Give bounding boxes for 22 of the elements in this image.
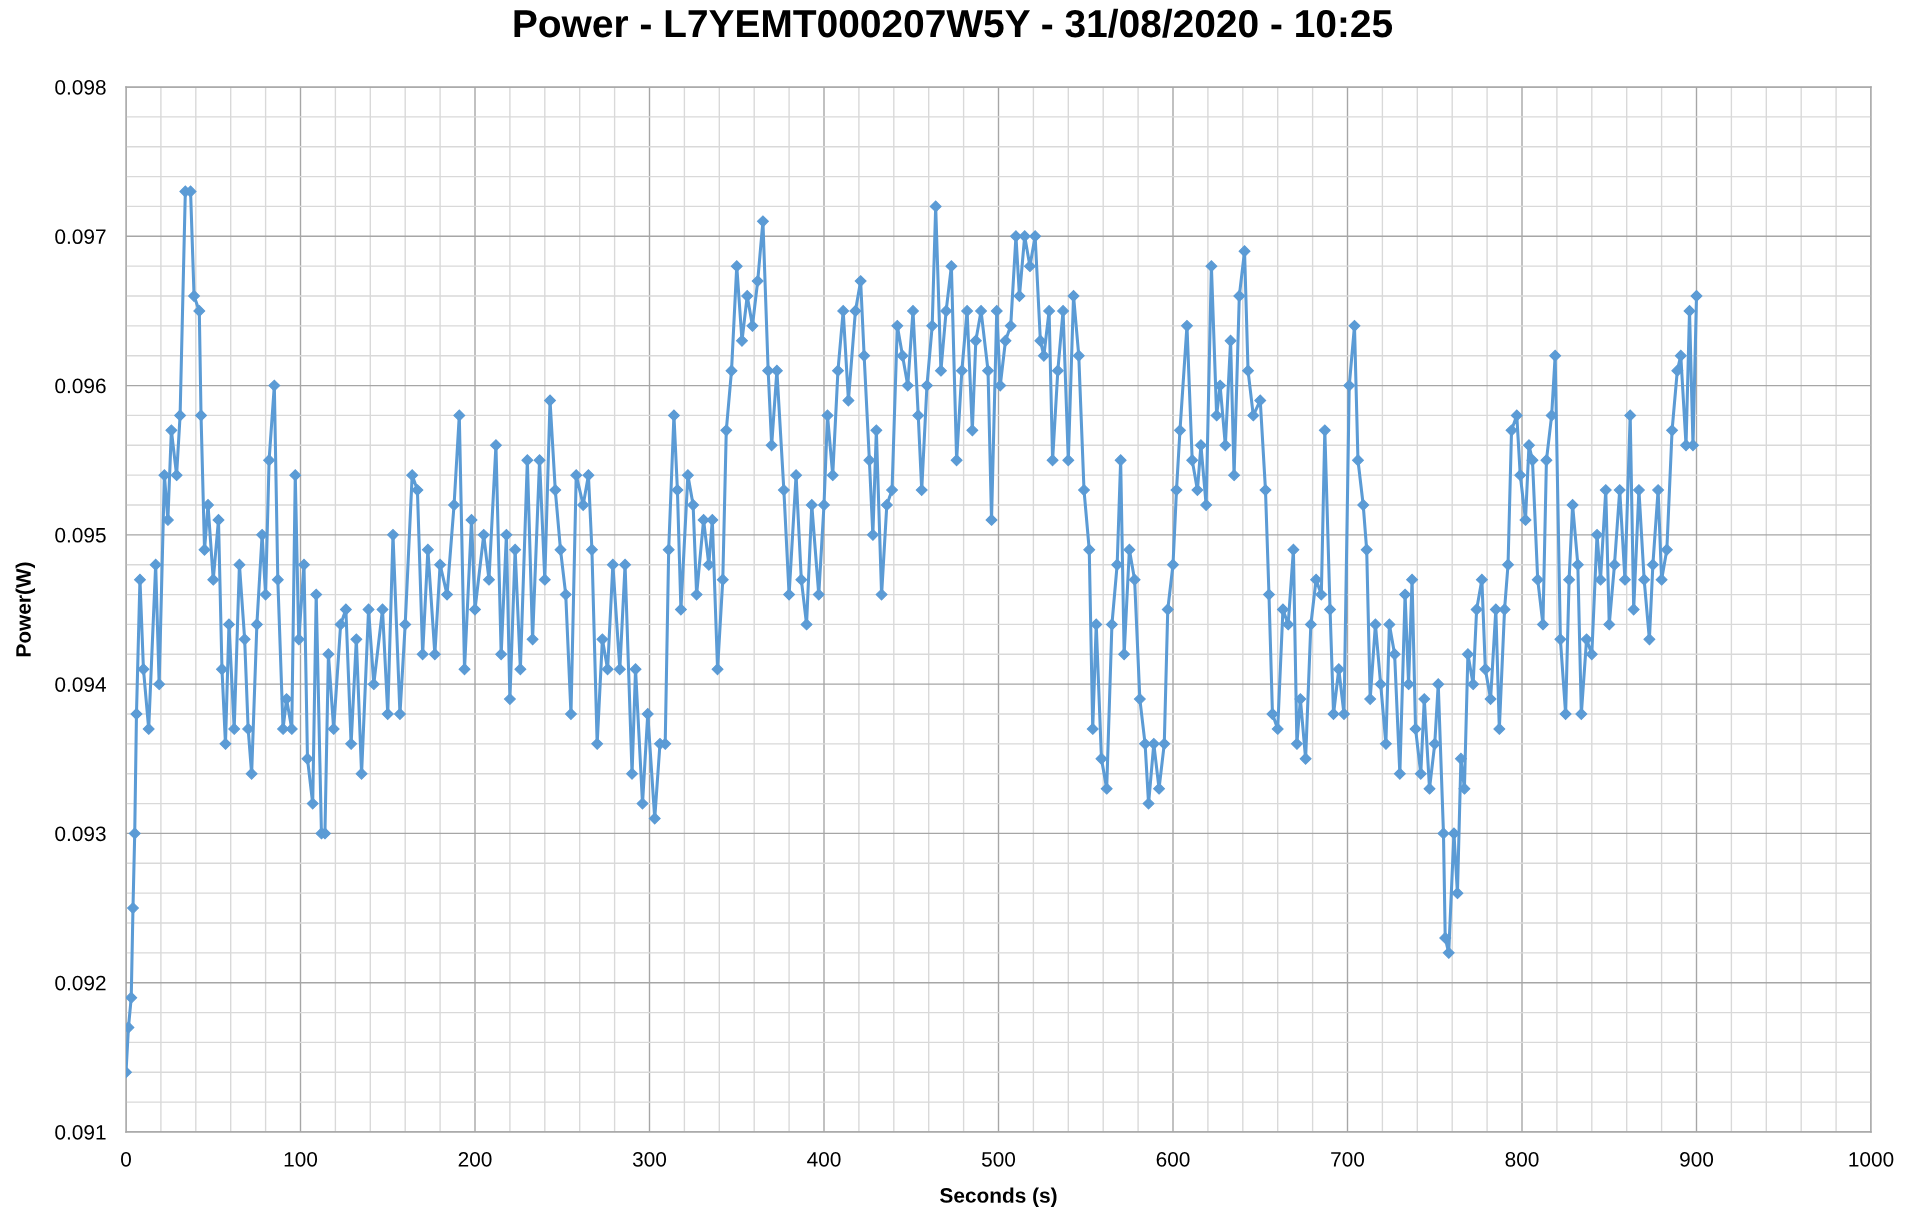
y-axis-title: Power(W)	[15, 562, 35, 657]
y-tick-label: 0.094	[55, 677, 106, 692]
x-tick-label: 600	[1156, 1151, 1190, 1167]
y-tick-label: 0.098	[55, 80, 106, 95]
y-tick-label: 0.093	[55, 826, 106, 842]
x-tick-label: 800	[1505, 1151, 1539, 1167]
x-tick-label: 0	[121, 1151, 131, 1167]
x-tick-label: 300	[632, 1151, 667, 1167]
x-tick-label: 200	[458, 1151, 492, 1167]
chart-title: Power - L7YEMT000207W5Y - 31/08/2020 - 10:25	[514, 8, 1393, 38]
x-tick-label: 700	[1331, 1151, 1365, 1167]
y-tick-label: 0.097	[55, 229, 106, 245]
x-axis-title: Seconds (s)	[940, 1187, 1057, 1207]
y-tick-label: 0.091	[55, 1125, 106, 1140]
x-tick-label: 500	[981, 1151, 1016, 1167]
y-tick-label: 0.096	[55, 378, 106, 394]
x-tick-label: 400	[807, 1151, 841, 1167]
x-tick-label: 100	[284, 1151, 318, 1167]
y-tick-label: 0.092	[55, 975, 106, 991]
x-tick-label: 900	[1680, 1151, 1714, 1167]
x-tick-label: 1000	[1849, 1151, 1894, 1167]
y-tick-label: 0.095	[55, 527, 106, 543]
